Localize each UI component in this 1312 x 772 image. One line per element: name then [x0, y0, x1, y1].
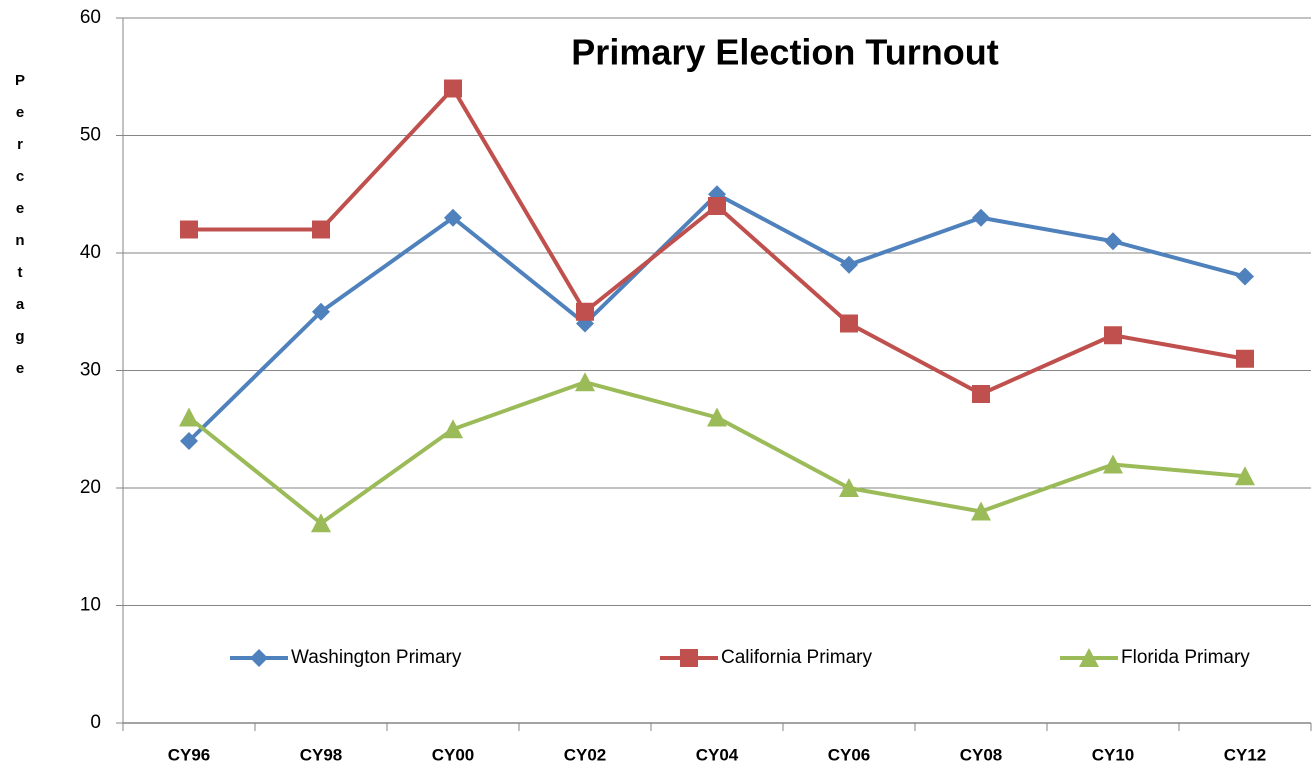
x-tick-label: CY06	[828, 745, 871, 764]
marker	[707, 407, 727, 427]
x-tick-label: CY08	[960, 745, 1003, 764]
marker	[312, 302, 330, 321]
marker	[680, 649, 698, 667]
y-tick-label: 20	[80, 477, 101, 498]
y-tick-label: 50	[80, 125, 101, 146]
legend-label: Florida Primary	[1121, 647, 1250, 668]
y-axis-label: Percentage	[12, 72, 29, 392]
marker	[1104, 326, 1122, 345]
series-line	[189, 86, 1246, 396]
marker	[179, 407, 199, 427]
y-tick-label: 40	[80, 242, 101, 263]
x-tick-label: CY12	[1224, 745, 1267, 764]
marker	[311, 513, 331, 533]
marker	[971, 501, 991, 521]
marker	[1104, 232, 1122, 251]
marker	[1236, 267, 1254, 286]
x-tick-label: CY98	[300, 745, 343, 764]
x-tick-label: CY96	[168, 745, 211, 764]
marker	[312, 220, 330, 239]
series-line	[187, 192, 1246, 443]
chart-title: Primary Election Turnout	[571, 32, 998, 73]
y-tick-label: 60	[80, 7, 101, 28]
legend-label: Washington Primary	[291, 647, 462, 668]
marker	[1236, 349, 1254, 368]
x-tick-label: CY10	[1092, 745, 1135, 764]
marker	[444, 79, 462, 98]
marker	[840, 314, 858, 333]
marker	[180, 432, 198, 450]
y-tick-label: 10	[80, 595, 101, 616]
x-tick-label: CY00	[432, 745, 475, 764]
y-tick-label: 30	[80, 360, 101, 381]
x-tick-label: CY04	[696, 745, 739, 764]
marker	[443, 419, 463, 439]
legend-label: California Primary	[721, 647, 872, 668]
marker	[972, 208, 990, 227]
marker	[575, 372, 595, 392]
series-line	[187, 380, 1246, 526]
marker	[972, 385, 990, 403]
y-tick-label: 0	[90, 712, 101, 733]
marker	[708, 197, 726, 215]
marker	[180, 220, 198, 239]
marker	[444, 208, 462, 227]
marker	[1235, 466, 1255, 486]
x-tick-label: CY02	[564, 745, 607, 764]
marker	[576, 302, 594, 321]
marker	[839, 478, 859, 497]
marker	[1079, 648, 1099, 667]
marker	[250, 649, 268, 667]
marker	[840, 255, 858, 274]
marker	[1103, 454, 1123, 474]
